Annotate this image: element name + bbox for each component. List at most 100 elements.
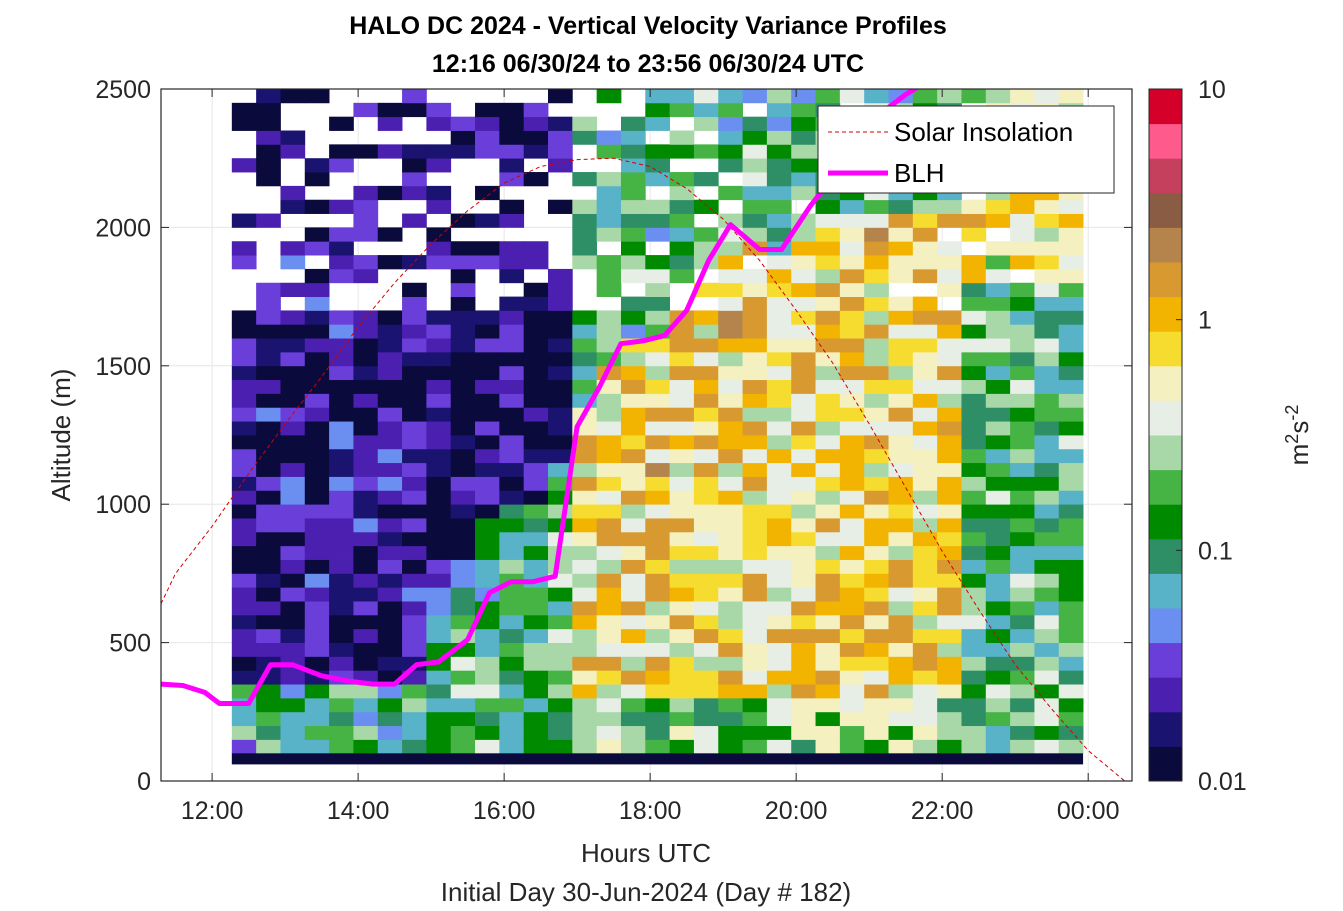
heatmap-cell [1058, 213, 1084, 228]
heatmap-cell [1058, 476, 1084, 491]
heatmap-cell [402, 421, 427, 436]
heatmap-cell [669, 739, 695, 754]
heatmap-cell [353, 255, 379, 270]
heatmap-cell [766, 365, 792, 381]
heatmap-cell [961, 628, 987, 643]
heatmap-cell [815, 241, 841, 256]
heatmap-cell [329, 158, 354, 173]
heatmap-cell [353, 628, 379, 643]
heatmap-cell [693, 476, 719, 491]
heatmap-cell [475, 725, 500, 740]
heatmap-cell [815, 407, 841, 422]
heatmap-cell [475, 518, 500, 533]
heatmap-cell [718, 684, 743, 699]
heatmap-cell [1058, 601, 1084, 616]
heatmap-cell [596, 697, 622, 713]
heatmap-cell [231, 711, 257, 727]
heatmap-cell [766, 545, 792, 560]
heatmap-cell [742, 158, 768, 173]
heatmap-cell [231, 448, 257, 464]
heatmap-cell [791, 435, 816, 450]
heatmap-cell [669, 365, 695, 381]
heatmap-cell [353, 393, 379, 408]
heatmap-cell [548, 296, 573, 311]
heatmap-cell [937, 587, 962, 602]
heatmap-cell [742, 642, 768, 657]
heatmap-cell [548, 670, 573, 685]
heatmap-cell [864, 227, 889, 242]
heatmap-cell [523, 338, 549, 353]
heatmap-cell [596, 490, 622, 505]
heatmap-cell [815, 227, 841, 242]
heatmap-cell [523, 739, 549, 754]
heatmap-cell [693, 739, 719, 754]
heatmap-cell [791, 130, 816, 145]
heatmap-cell [645, 296, 671, 311]
series-line-blh [161, 89, 920, 706]
heatmap-cell [548, 725, 573, 740]
heatmap-cell [304, 518, 330, 533]
y-tick-label: 1500 [95, 353, 151, 381]
colorbar-band [1149, 192, 1182, 228]
heatmap-cell [548, 89, 573, 104]
heatmap-cell [353, 573, 379, 588]
heatmap-cell [839, 241, 865, 256]
heatmap-cell [1010, 241, 1035, 256]
heatmap-cell [961, 697, 987, 713]
heatmap-cell [231, 116, 257, 131]
heatmap-cell [766, 144, 792, 159]
heatmap-cell [329, 144, 354, 159]
heatmap-cell [742, 518, 768, 533]
heatmap-cell [620, 421, 646, 436]
heatmap-cell [718, 116, 743, 131]
heatmap-cell [377, 614, 403, 630]
heatmap-cell [742, 697, 768, 713]
heatmap-cell [888, 255, 914, 270]
heatmap-cell [864, 476, 889, 491]
heatmap-cell [402, 144, 427, 159]
heatmap-cell [499, 435, 525, 450]
y-tick-label: 0 [137, 768, 151, 796]
heatmap-cell [937, 89, 962, 104]
heatmap-cell [888, 365, 914, 381]
heatmap-cell [329, 614, 354, 630]
heatmap-cell [475, 351, 500, 367]
heatmap-cell [426, 365, 452, 381]
heatmap-cell [1010, 199, 1035, 214]
heatmap-cell [329, 684, 354, 699]
heatmap-cell [256, 490, 281, 505]
heatmap-cell [864, 462, 889, 477]
heatmap-cell [888, 476, 914, 491]
heatmap-cell [450, 282, 476, 297]
heatmap-cell [426, 199, 452, 214]
heatmap-cell [645, 199, 671, 214]
heatmap-cell [280, 448, 306, 464]
heatmap-cell [256, 697, 281, 713]
heatmap-cell [620, 614, 646, 630]
heatmap-cell [548, 435, 573, 450]
heatmap-cell [620, 490, 646, 505]
heatmap-cell [1010, 296, 1035, 311]
heatmap-cell [839, 324, 865, 339]
heatmap-cell [1010, 310, 1035, 325]
heatmap-cell [548, 310, 573, 325]
heatmap-cell [937, 435, 962, 450]
heatmap-cell [888, 268, 914, 284]
heatmap-cell [669, 338, 695, 353]
heatmap-cell [620, 684, 646, 699]
heatmap-cell [548, 365, 573, 381]
heatmap-cell [280, 255, 306, 270]
heatmap-cell [864, 697, 889, 713]
heatmap-cell [402, 628, 427, 643]
heatmap-cell [475, 365, 500, 381]
heatmap-cell [1058, 421, 1084, 436]
heatmap-cell [718, 531, 743, 547]
heatmap-cell [815, 435, 841, 450]
heatmap-cell [937, 739, 962, 754]
heatmap-cell [864, 268, 889, 284]
heatmap-cell [402, 684, 427, 699]
heatmap-cell [620, 379, 646, 394]
heatmap-cell [912, 310, 938, 325]
heatmap-cell [669, 518, 695, 533]
heatmap-cell [596, 462, 622, 477]
